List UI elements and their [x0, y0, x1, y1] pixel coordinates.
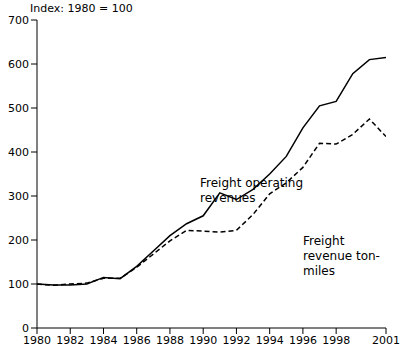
- svg-text:400: 400: [8, 146, 29, 159]
- svg-text:1990: 1990: [189, 334, 217, 347]
- svg-text:2001: 2001: [372, 334, 392, 347]
- svg-text:1998: 1998: [322, 334, 350, 347]
- svg-text:200: 200: [8, 234, 29, 247]
- svg-text:1984: 1984: [89, 334, 117, 347]
- svg-text:1986: 1986: [123, 334, 151, 347]
- svg-text:1992: 1992: [222, 334, 250, 347]
- svg-text:1994: 1994: [256, 334, 284, 347]
- svg-text:500: 500: [8, 102, 29, 115]
- svg-text:300: 300: [8, 190, 29, 203]
- svg-text:700: 700: [8, 14, 29, 27]
- svg-text:600: 600: [8, 58, 29, 71]
- svg-text:100: 100: [8, 278, 29, 291]
- html-text:Index: 1980 = 100: Index: 1980 = 100: [30, 2, 133, 15]
- svg-text:1982: 1982: [56, 334, 84, 347]
- html-text:Freight operating revenues: Freight operating revenues: [200, 176, 304, 205]
- svg-text:0: 0: [22, 322, 29, 335]
- svg-text:1980: 1980: [23, 334, 51, 347]
- svg-text:1988: 1988: [156, 334, 184, 347]
- html-text:Freight revenue ton-miles: Freight revenue ton-miles: [303, 234, 380, 278]
- svg-text:1996: 1996: [289, 334, 317, 347]
